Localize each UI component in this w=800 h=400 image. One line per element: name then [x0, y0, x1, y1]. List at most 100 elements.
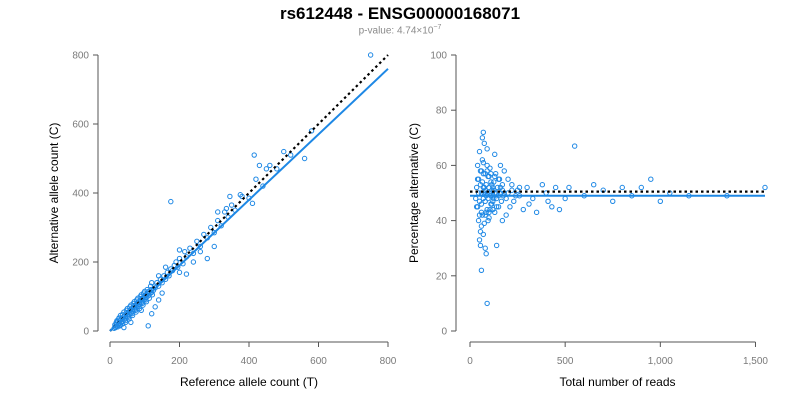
pvalue-exponent: −7 [433, 24, 442, 31]
right-data-point [591, 182, 597, 188]
left-data-point [119, 311, 126, 318]
right-data-point [485, 217, 491, 224]
left-data-point [176, 269, 183, 276]
right-data-point [482, 212, 488, 218]
right-data-point [556, 206, 563, 213]
left-fit-line [109, 68, 389, 332]
right-data-point [552, 184, 559, 191]
right-data-point [545, 198, 551, 204]
right-data-point [487, 206, 493, 213]
right-data-point [511, 198, 517, 204]
left-data-point [128, 319, 134, 326]
left-data-point [208, 224, 214, 231]
right-data-point [483, 251, 489, 257]
right-data-point [490, 198, 496, 204]
scatter-plot-right: 0 20 40 60 80 100 0 500 1,000 1,500 Total number o… [407, 51, 768, 390]
right-y-tick-label: 40 [436, 216, 448, 227]
left-data-point [122, 317, 128, 324]
right-data-point [524, 184, 530, 191]
right-data-point [487, 165, 493, 171]
right-y-tick-label: 100 [430, 51, 447, 62]
left-data-point [228, 202, 235, 208]
right-data-point [762, 184, 768, 191]
right-data-point [478, 267, 485, 273]
right-data-point [507, 204, 513, 210]
right-data-point [499, 217, 506, 224]
right-x-axis-label: Total number of reads [559, 375, 675, 389]
right-y-tick-label: 0 [441, 327, 447, 338]
left-data-point [197, 248, 204, 255]
right-data-point [638, 184, 644, 191]
right-data-point [509, 187, 515, 193]
left-data-point [134, 297, 140, 303]
right-data-point [533, 209, 540, 216]
left-data-point [281, 148, 287, 155]
right-data-point [481, 220, 487, 227]
left-data-point [127, 304, 133, 310]
left-data-point [159, 290, 165, 296]
left-data-point [301, 155, 308, 162]
left-data-point [147, 283, 154, 289]
right-data-point [492, 151, 498, 158]
pvalue-label: p-value: 4.74×10 [358, 25, 434, 37]
left-data-point [116, 315, 122, 321]
left-data-point [183, 271, 190, 277]
left-data-point [141, 290, 147, 296]
left-data-point [190, 259, 197, 265]
right-data-point [479, 212, 486, 218]
left-data-point [149, 280, 155, 286]
left-data-point [223, 205, 230, 212]
right-data-point [476, 148, 483, 155]
right-data-point [562, 195, 568, 202]
right-data-point [480, 159, 487, 166]
right-data-point [520, 206, 526, 213]
right-data-point [516, 184, 523, 191]
right-data-point [486, 184, 492, 191]
left-data-point [168, 198, 174, 205]
left-data-point [187, 245, 193, 251]
right-data-point [497, 184, 504, 191]
right-data-point [549, 204, 555, 210]
right-data-point [530, 195, 536, 202]
right-data-point [497, 162, 504, 169]
left-data-point [256, 162, 263, 169]
right-data-point [482, 245, 488, 251]
right-data-point [492, 173, 498, 180]
right-data-point [473, 204, 480, 210]
left-data-point [144, 286, 150, 293]
left-data-point [145, 323, 151, 329]
right-data-point [503, 212, 509, 218]
left-data-point [251, 152, 257, 158]
right-data-point [476, 237, 483, 243]
left-y-tick-label: 800 [72, 51, 89, 62]
right-data-point [479, 179, 486, 185]
right-data-point [488, 179, 494, 185]
right-data-point [571, 143, 578, 149]
left-x-tick-label: 600 [310, 356, 327, 367]
left-data-point [176, 247, 183, 253]
right-x-tick-label: 500 [557, 356, 574, 367]
right-y-axis-label: Percentage alternative (C) [407, 123, 421, 263]
right-data-point [474, 162, 481, 169]
right-data-point [486, 209, 492, 216]
right-data-point [526, 201, 532, 207]
right-data-point [509, 182, 515, 188]
left-y-tick-label: 400 [72, 189, 89, 200]
right-data-point [479, 135, 486, 141]
right-y-tick-label: 60 [436, 161, 448, 172]
right-data-point [505, 176, 511, 182]
right-data-point [498, 198, 505, 204]
right-data-point [475, 217, 482, 224]
right-data-point [479, 157, 486, 163]
right-data-point [490, 184, 496, 191]
left-data-point [227, 193, 233, 200]
left-data-point [197, 243, 204, 250]
right-data-point [539, 182, 546, 188]
left-x-tick-label: 200 [171, 356, 188, 367]
right-data-point [489, 182, 495, 188]
left-data-point [288, 152, 294, 158]
right-data-point [484, 162, 490, 169]
left-data-point [253, 176, 259, 182]
left-data-point [308, 128, 315, 134]
right-data-point [480, 170, 487, 177]
